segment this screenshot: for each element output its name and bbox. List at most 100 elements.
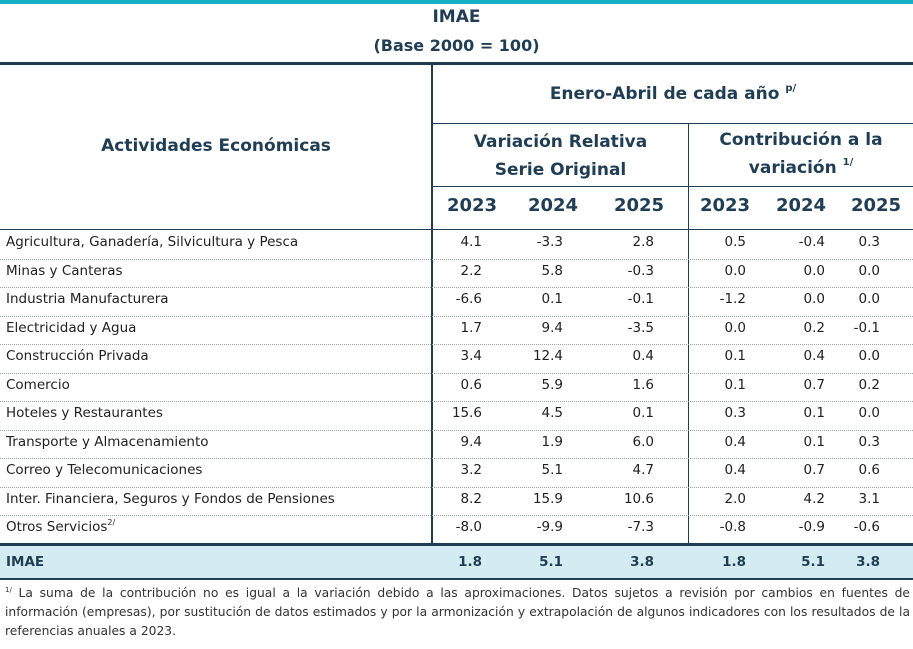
header-activities: Actividades Económicas	[101, 136, 331, 156]
table-cell: 2.2	[460, 262, 482, 279]
footnote-mark: 1/	[5, 586, 12, 594]
table-cell: -0.3	[627, 262, 654, 279]
row-separator	[0, 486, 913, 488]
footnote: 1/ La suma de la contribución no es igua…	[5, 584, 910, 641]
header-top-rule	[0, 62, 913, 65]
period-rule	[432, 123, 913, 124]
row-label: Comercio	[6, 377, 70, 393]
table-cell: 0.0	[803, 291, 825, 307]
table-cell: -3.3	[536, 234, 563, 250]
table-cell: 5.8	[541, 262, 563, 279]
row-label-text: Industria Manufacturera	[6, 291, 169, 307]
table-cell: 5.9	[541, 376, 563, 393]
table-cell: -0.1	[627, 291, 654, 307]
total-cell: 1.8	[722, 554, 746, 570]
table-cell: 0.0	[858, 262, 880, 279]
row-label-text: Construcción Privada	[6, 348, 149, 364]
row-separator	[0, 515, 913, 516]
table-cell: 1.7	[460, 319, 482, 336]
row-label: Agricultura, Ganadería, Silvicultura y P…	[6, 234, 298, 250]
year-header: 2023	[446, 195, 498, 216]
row-label-text: Agricultura, Ganadería, Silvicultura y P…	[6, 234, 299, 250]
table-cell: 15.9	[532, 490, 563, 507]
row-separator	[0, 258, 913, 260]
table-title: IMAE	[432, 7, 481, 27]
row-label-text: Minas y Canteras	[6, 262, 123, 279]
row-label: Construcción Privada	[6, 348, 149, 364]
top-accent-bar	[0, 0, 913, 4]
row-separator	[0, 429, 913, 431]
year-header: 2025	[850, 195, 902, 216]
table-cell: 0.7	[803, 376, 825, 393]
table-cell: 0.4	[724, 433, 746, 450]
row-label: Minas y Canteras	[6, 263, 123, 279]
table-cell: 5.1	[541, 462, 563, 478]
table-cell: 15.6	[451, 405, 482, 421]
table-cell: 4.7	[632, 462, 654, 478]
table-cell: 1.6	[632, 376, 654, 393]
table-cell: 0.3	[858, 433, 880, 450]
row-separator	[0, 458, 913, 459]
year-header: 2024	[527, 195, 579, 216]
header-contribution-line2: variación 1/	[689, 154, 913, 182]
table-cell: 6.0	[632, 433, 654, 450]
table-cell: -1.2	[719, 291, 746, 307]
row-label-text: Correo y Telecomunicaciones	[6, 462, 203, 478]
total-bottom-rule	[0, 578, 913, 580]
table-cell: 0.4	[724, 462, 746, 478]
row-separator	[0, 372, 913, 374]
row-label-text: Inter. Financiera, Seguros y Fondos de P…	[6, 490, 335, 507]
total-row	[0, 546, 913, 578]
table-cell: 3.4	[460, 348, 482, 364]
table-cell: 0.1	[724, 376, 746, 393]
table-cell: 0.1	[632, 405, 654, 421]
table-cell: 4.2	[803, 490, 825, 507]
table-cell: 0.0	[858, 348, 880, 364]
table-cell: 9.4	[541, 319, 563, 336]
header-relative-line2: Serie Original	[494, 160, 627, 180]
table-cell: 0.1	[803, 433, 825, 450]
table-subtitle: (Base 2000 = 100)	[373, 36, 540, 55]
table-cell: 0.2	[858, 376, 880, 393]
table-cell: 4.5	[541, 405, 563, 421]
table-cell: 3.1	[858, 490, 880, 507]
total-top-rule	[0, 543, 913, 546]
table-cell: 0.3	[724, 405, 746, 421]
year-header: 2023	[699, 195, 751, 216]
table-cell: -0.4	[798, 234, 825, 250]
subheader-rule	[432, 186, 913, 187]
year-header: 2025	[613, 195, 665, 216]
table-cell: -0.9	[798, 519, 825, 535]
row-separator	[0, 401, 913, 402]
total-cell: 5.1	[539, 554, 563, 570]
row-separator	[0, 315, 913, 317]
row-label: Hoteles y Restaurantes	[6, 405, 163, 421]
table-cell: -0.8	[719, 519, 746, 535]
header-contribution-mark: 1/	[842, 157, 854, 168]
row-label-text: Comercio	[6, 376, 70, 393]
header-period: Enero-Abril de cada año p/	[433, 80, 913, 108]
row-label-mark: 2/	[107, 518, 116, 527]
row-separator	[0, 287, 913, 288]
table-cell: 0.0	[724, 319, 746, 336]
table-cell: 3.2	[460, 462, 482, 478]
table-cell: 0.3	[858, 234, 880, 250]
vertical-divider-main	[431, 65, 433, 580]
table-cell: 0.0	[803, 262, 825, 279]
table-cell: -3.5	[627, 319, 654, 336]
table-cell: -6.6	[455, 291, 482, 307]
header-contribution-line2-text: variación	[748, 158, 837, 178]
total-cell: 5.1	[801, 554, 825, 570]
row-separator	[0, 344, 913, 345]
table-cell: 9.4	[460, 433, 482, 450]
table-cell: 2.8	[632, 234, 654, 250]
table-cell: 0.0	[858, 405, 880, 421]
table-cell: 12.4	[532, 348, 563, 364]
vertical-divider-groups	[688, 124, 689, 580]
table-cell: 8.2	[460, 490, 482, 507]
table-cell: 0.1	[541, 291, 563, 307]
table-cell: 0.0	[724, 262, 746, 279]
table-cell: 0.0	[858, 291, 880, 307]
total-cell: 3.8	[630, 554, 654, 570]
table-cell: 0.6	[460, 376, 482, 393]
